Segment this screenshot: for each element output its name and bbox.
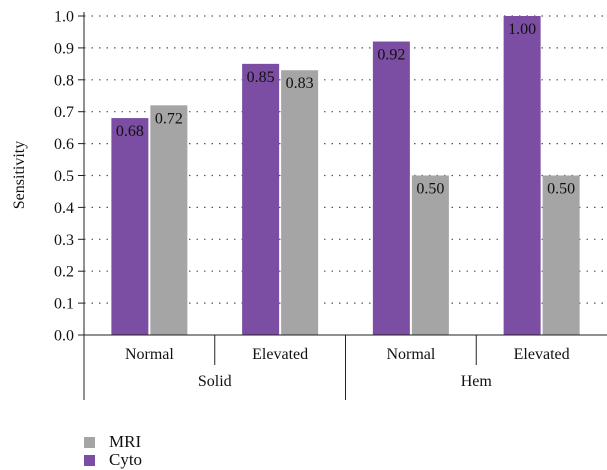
data-label: 0.85 (247, 69, 275, 86)
bar-mri (150, 105, 188, 335)
labels: 0.0 0.1 0.2 0.3 0.4 0.5 0.6 0.7 0.8 0.9 1.0 0.68 0.7… (54, 9, 575, 391)
y-tick-label: 0.2 (54, 264, 74, 281)
x-tick-label: Normal (125, 346, 174, 363)
y-axis-label: Sensitivity (11, 141, 28, 209)
x-tick-label: Elevated (514, 346, 570, 363)
y-tick-label: 0.7 (54, 104, 74, 121)
legend-label-mri: MRI (109, 432, 142, 451)
y-tick-label: 0.5 (54, 168, 74, 185)
axes (78, 12, 607, 400)
data-label: 1.00 (508, 21, 536, 38)
bar-mri (411, 175, 449, 335)
bars (111, 16, 580, 336)
bar-cyto (503, 16, 541, 335)
bar-mri (542, 175, 580, 335)
y-tick-label: 1.0 (54, 9, 74, 26)
bar-cyto (242, 63, 280, 335)
group-label: Hem (461, 373, 493, 390)
y-tick-label: 0.1 (54, 296, 74, 313)
data-label: 0.92 (377, 47, 405, 64)
legend-swatch-cyto (84, 455, 95, 466)
y-tick-label: 0.3 (54, 232, 74, 249)
bar-cyto (372, 41, 410, 336)
data-label: 0.50 (416, 181, 444, 198)
x-tick-label: Normal (386, 346, 435, 363)
y-tick-label: 0.4 (54, 200, 74, 217)
y-tick-label: 0.9 (54, 40, 74, 57)
y-tick-label: 0.0 (54, 328, 74, 345)
legend-label-cyto: Cyto (109, 450, 143, 469)
data-label: 0.83 (286, 75, 314, 92)
data-label: 0.50 (547, 181, 575, 198)
y-tick-label: 0.8 (54, 72, 74, 89)
legend-swatch-mri (84, 437, 95, 448)
x-tick-label: Elevated (252, 346, 308, 363)
y-tick-label: 0.6 (54, 136, 74, 153)
bar-mri (281, 70, 319, 335)
data-label: 0.72 (155, 110, 183, 127)
data-label: 0.68 (116, 123, 144, 140)
group-label: Solid (198, 373, 232, 390)
bar-cyto (111, 118, 149, 335)
